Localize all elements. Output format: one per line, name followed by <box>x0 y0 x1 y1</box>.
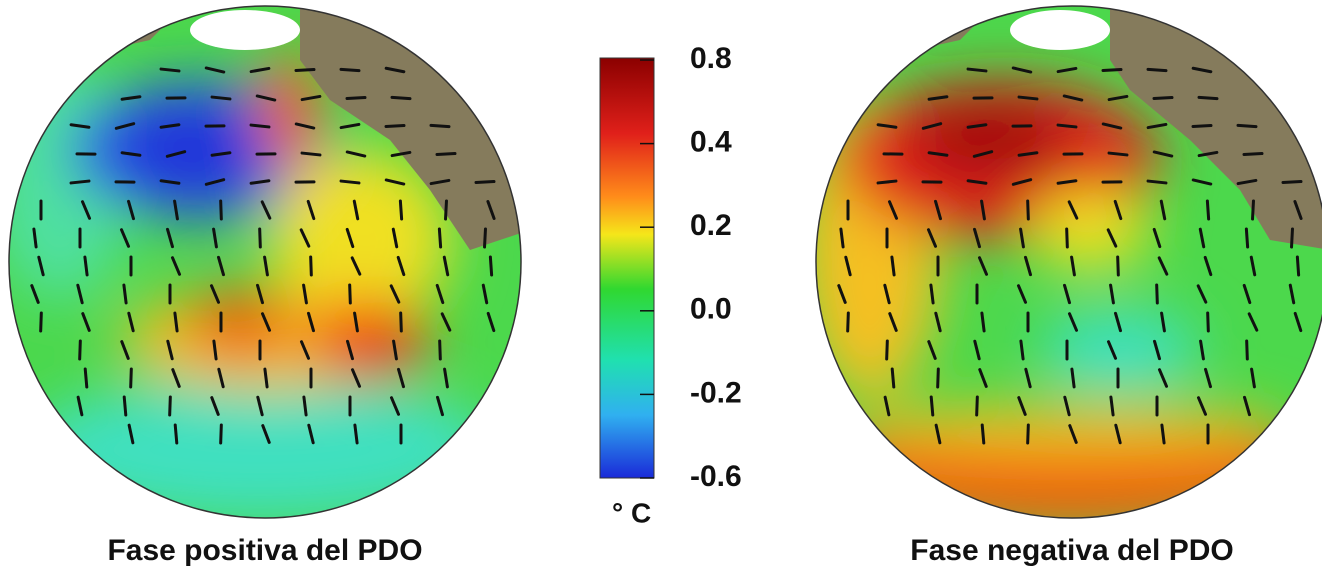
wind-arrow <box>1207 201 1208 219</box>
wind-arrow <box>490 257 491 275</box>
wind-arrow <box>1244 154 1262 155</box>
wind-arrow <box>85 369 87 387</box>
colorbar-tick-label: -0.6 <box>690 460 742 493</box>
wind-arrow <box>175 425 177 443</box>
wind-arrow <box>1297 257 1298 275</box>
wind-arrow <box>341 181 359 183</box>
wind-arrow <box>892 369 894 387</box>
wind-arrow <box>221 201 222 219</box>
wind-arrow <box>311 257 312 275</box>
wind-arrow <box>1058 125 1076 127</box>
wind-arrow <box>1238 125 1256 126</box>
wind-arrow <box>221 425 222 443</box>
wind-arrow <box>878 181 896 183</box>
colorbar-tick-label: -0.2 <box>690 376 742 409</box>
colorbar-tick-label: 0.4 <box>690 126 732 159</box>
wind-arrow <box>1246 229 1247 247</box>
colorbar-tick-label: 0.0 <box>690 293 732 326</box>
colorbar-tick-label: 0.8 <box>690 42 732 75</box>
wind-arrow <box>41 313 42 331</box>
wind-arrow <box>476 182 494 183</box>
wind-arrow <box>1283 182 1301 183</box>
colorbar-unit: ° C <box>612 497 651 528</box>
wind-arrow <box>977 397 978 415</box>
caption: Fase negativa del PDO <box>910 534 1233 567</box>
wind-arrow <box>938 369 939 387</box>
wind-arrow <box>350 285 351 303</box>
wind-arrow <box>1103 70 1121 71</box>
caption: Fase positiva del PDO <box>107 534 422 567</box>
wind-arrow <box>71 181 89 183</box>
globe-negative <box>800 0 1322 530</box>
wind-arrow <box>982 425 984 443</box>
wind-arrow <box>1067 229 1068 247</box>
wind-arrow <box>1157 285 1158 303</box>
wind-arrow <box>1109 153 1127 155</box>
wind-arrow <box>931 397 933 415</box>
wind-arrow <box>440 341 441 359</box>
wind-arrow <box>124 397 126 415</box>
wind-arrow <box>212 97 230 99</box>
wind-arrow <box>302 153 320 155</box>
wind-arrow <box>80 341 81 359</box>
wind-arrow <box>1028 201 1029 219</box>
wind-arrow <box>887 341 888 359</box>
figure: ° C Fase positiva del PDO Fase negativa … <box>0 0 1322 572</box>
wind-arrow <box>170 397 171 415</box>
wind-arrow <box>1148 69 1166 70</box>
wind-arrow <box>296 70 314 71</box>
wind-arrow <box>1154 98 1172 99</box>
wind-arrow <box>161 69 179 71</box>
wind-arrow <box>968 69 986 71</box>
wind-arrow <box>1247 341 1248 359</box>
wind-arrow <box>1019 97 1037 99</box>
wind-arrow <box>1208 313 1209 331</box>
wind-arrow <box>439 229 440 247</box>
wind-arrow <box>1118 257 1119 275</box>
wind-arrow <box>1028 425 1029 443</box>
wind-arrow <box>131 369 132 387</box>
wind-arrow <box>400 201 401 219</box>
page: ° C Fase positiva del PDO Fase negativa … <box>0 0 1322 572</box>
wind-arrow <box>446 201 447 219</box>
wind-arrow <box>392 97 410 98</box>
wind-arrow <box>251 125 269 127</box>
wind-arrow <box>1148 181 1166 183</box>
wind-arrow <box>260 229 261 247</box>
wind-arrow <box>431 125 449 126</box>
wind-arrow <box>848 313 849 331</box>
wind-arrow <box>386 126 404 127</box>
wind-arrow <box>1199 97 1217 98</box>
wind-arrow <box>1253 201 1254 219</box>
colorbar <box>600 58 654 478</box>
wind-arrow <box>401 313 402 331</box>
colorbar-tick-label: 0.2 <box>690 209 732 242</box>
wind-arrow <box>341 69 359 70</box>
wind-arrow <box>437 154 455 155</box>
wind-arrow <box>1292 229 1293 247</box>
wind-arrow <box>1193 126 1211 127</box>
wind-arrow <box>485 229 486 247</box>
wind-arrow <box>347 98 365 99</box>
